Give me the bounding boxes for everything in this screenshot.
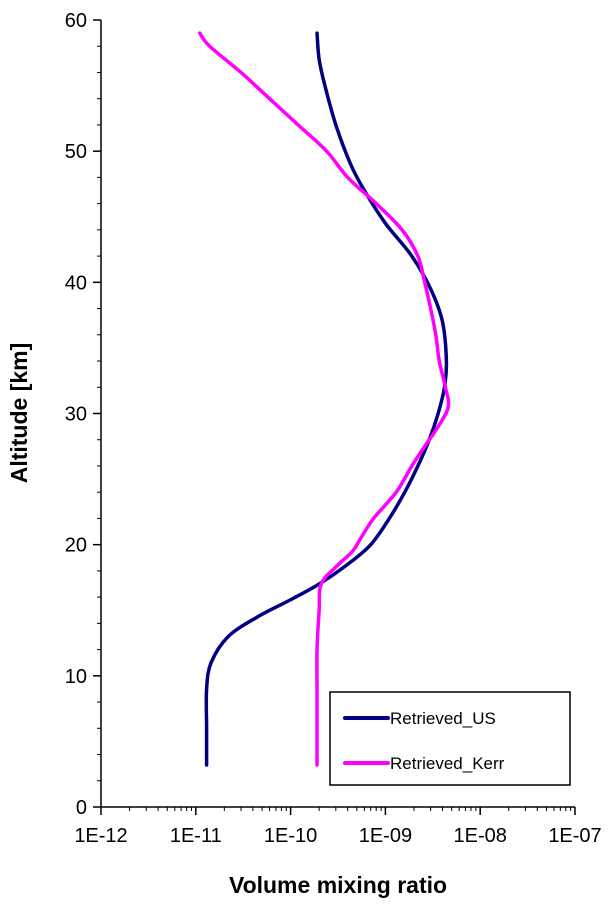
ticks: 0 10 20 30 40 50 60 1E-12 1E-11 1E-10 1E-09 1E-08 1E…: [65, 10, 602, 847]
x-tick-label: 1E-07: [548, 825, 601, 847]
legend-label-retrieved-kerr: Retrieved_Kerr: [390, 754, 505, 773]
y-tick-label: 50: [65, 141, 87, 163]
y-axis-title: Altitude [km]: [6, 343, 32, 484]
x-tick-label: 1E-11: [170, 825, 222, 847]
plot-lines: [197, 31, 451, 767]
y-tick-label: 30: [65, 404, 87, 426]
y-tick-label: 10: [65, 666, 87, 688]
x-tick-label: 1E-08: [454, 825, 507, 847]
legend-box: [329, 691, 571, 786]
x-tick-label: 1E-09: [359, 825, 412, 847]
series-line-retrieved-kerr: [197, 31, 451, 767]
y-tick-label: 20: [65, 535, 87, 557]
axes: [100, 20, 575, 808]
y-tick-label: 0: [76, 797, 87, 819]
series-line-retrieved-us: [204, 31, 449, 767]
legend-label-retrieved-us: Retrieved_US: [390, 709, 496, 728]
y-tick-label: 60: [65, 10, 87, 32]
x-tick-label: 1E-10: [264, 825, 317, 847]
x-tick-label: 1E-12: [74, 825, 127, 847]
legend: Retrieved_US Retrieved_Kerr: [329, 691, 571, 786]
x-axis-title: Volume mixing ratio: [229, 872, 447, 898]
y-tick-label: 40: [65, 272, 87, 294]
